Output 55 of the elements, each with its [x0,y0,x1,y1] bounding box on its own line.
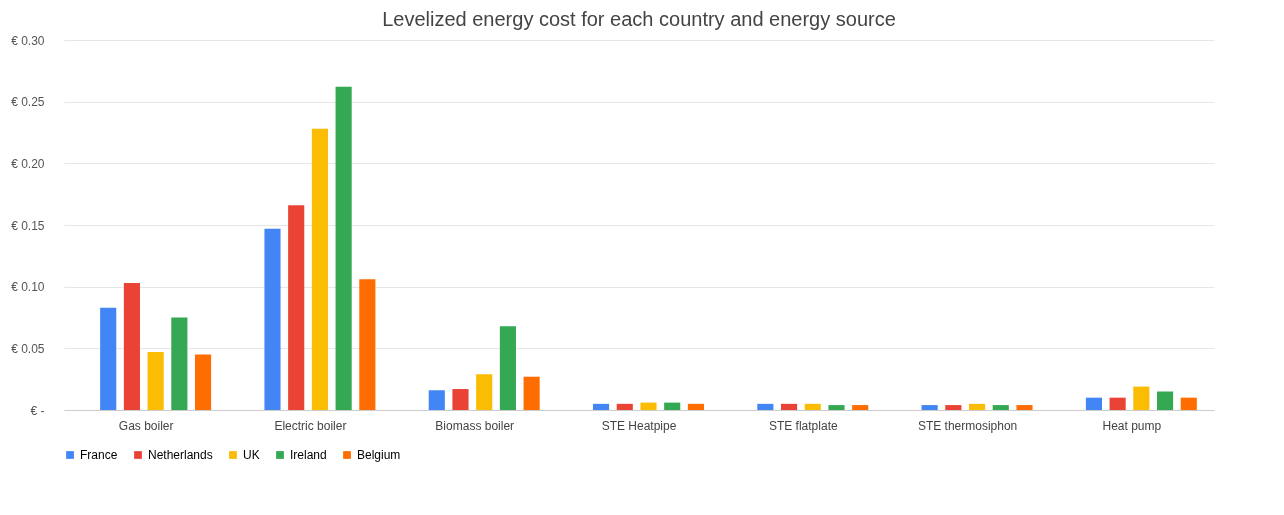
bar [616,403,633,410]
bar [452,389,469,410]
y-tick-label: € 0.05 [11,341,45,356]
bar [640,402,657,410]
bar [1085,397,1102,410]
legend-label: Netherlands [148,448,213,462]
bar [523,376,540,410]
legend-label: UK [243,448,260,462]
bar [664,402,681,410]
bar [992,405,1009,410]
bar [147,352,164,410]
bar [194,354,212,410]
bar [945,405,962,410]
x-tick-label: Electric boiler [274,418,347,433]
y-tick-label: € 0.10 [11,280,45,295]
bar [288,205,305,410]
bar [499,326,516,410]
bar [171,317,188,410]
chart-title: Levelized energy cost for each country and energy source [382,8,896,30]
bar [311,128,328,410]
bar [1180,397,1197,410]
bar [968,403,986,410]
x-tick-label: STE thermosiphon [917,418,1018,433]
x-tick-label: Heat pump [1102,418,1162,433]
x-tick-label: Biomass boiler [435,418,515,433]
bar [852,405,869,410]
bar [123,282,140,410]
bar [1133,386,1150,410]
bar [359,279,376,410]
bar [828,405,845,410]
bar [428,390,445,410]
bar [757,403,774,410]
x-tick-label: Gas boiler [118,418,174,433]
y-tick-label: € - [30,403,45,418]
legend-label: Ireland [290,448,327,462]
bar [593,403,610,410]
bar [1016,405,1033,410]
bar [687,403,704,410]
y-tick-label: € 0.30 [11,33,45,48]
bar [921,405,938,410]
y-tick-label: € 0.25 [11,95,45,110]
bar [335,86,352,410]
legend-label: Belgium [357,448,401,462]
bar [1109,397,1126,410]
bar [804,403,821,410]
y-tick-label: € 0.15 [11,218,45,233]
y-tick-label: € 0.20 [11,156,45,171]
bar [781,403,798,410]
bar [476,374,493,410]
x-tick-label: STE flatplate [768,418,838,433]
bar [1156,391,1174,410]
legend-label: France [80,448,118,462]
bar [100,307,117,410]
bar [264,228,281,410]
x-tick-label: STE Heatpipe [601,418,677,433]
